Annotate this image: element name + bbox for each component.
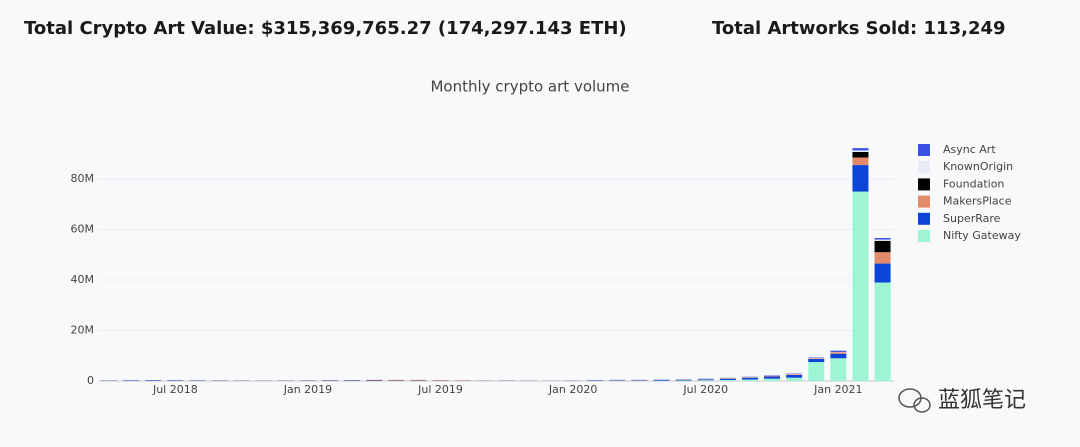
bar-segment bbox=[675, 379, 692, 381]
legend-label: Nifty Gateway bbox=[943, 229, 1021, 242]
bar-segment bbox=[764, 378, 781, 381]
legend-swatch bbox=[918, 178, 930, 191]
x-tick-label: Jul 2018 bbox=[152, 383, 198, 396]
bar-segment bbox=[786, 374, 803, 375]
bar-segment bbox=[830, 358, 847, 381]
bar-segment bbox=[432, 380, 449, 381]
x-tick-label: Jan 2019 bbox=[283, 383, 332, 396]
bar-segment bbox=[764, 375, 781, 377]
bar-segment bbox=[631, 380, 648, 381]
bar-segment bbox=[874, 238, 891, 240]
bar-segment bbox=[786, 377, 803, 381]
x-tick-label: Jul 2020 bbox=[682, 383, 728, 396]
x-tick-label: Jan 2020 bbox=[548, 383, 597, 396]
legend-swatch bbox=[918, 161, 930, 174]
legend-label: Foundation bbox=[943, 177, 1004, 190]
legend-swatch bbox=[918, 212, 930, 225]
legend-label: KnownOrigin bbox=[943, 160, 1013, 173]
bar-segment bbox=[454, 380, 471, 381]
bar-segment bbox=[852, 191, 869, 381]
bar-segment bbox=[852, 165, 869, 192]
bar-segment bbox=[388, 379, 405, 381]
bar-segment bbox=[145, 380, 162, 381]
bar-segment bbox=[123, 380, 140, 381]
bar-segment bbox=[719, 378, 736, 380]
y-tick-label: 60M bbox=[71, 222, 95, 235]
bar-segment bbox=[808, 358, 825, 360]
legend-swatch bbox=[918, 195, 930, 208]
bar-segment bbox=[874, 240, 891, 253]
bar-segment bbox=[808, 357, 825, 359]
total-value: Total Crypto Art Value: $315,369,765.27 … bbox=[24, 18, 627, 39]
bar-segment bbox=[719, 378, 736, 379]
bar-segment bbox=[344, 380, 361, 381]
legend-swatch bbox=[918, 144, 930, 156]
legend-label: Async Art bbox=[943, 143, 996, 156]
bar-segment bbox=[874, 282, 891, 381]
bar-segment bbox=[852, 148, 869, 151]
bar-segment bbox=[764, 376, 781, 379]
watermark-icon bbox=[898, 388, 931, 413]
bar-segment bbox=[719, 379, 736, 381]
bar-segment bbox=[808, 359, 825, 363]
legend-swatch bbox=[918, 230, 930, 242]
bar-segment bbox=[366, 379, 383, 381]
legend-label: SuperRare bbox=[943, 212, 1001, 225]
bar-segment bbox=[874, 239, 891, 241]
bar-segment bbox=[697, 380, 714, 381]
bar-segment bbox=[366, 380, 383, 381]
bar-segment bbox=[830, 352, 847, 354]
bar-segment bbox=[653, 379, 670, 381]
bar-segment bbox=[830, 353, 847, 359]
bar-segment bbox=[609, 380, 626, 381]
bar-segment bbox=[741, 377, 758, 380]
bar-segment bbox=[830, 350, 847, 352]
x-tick-label: Jan 2021 bbox=[813, 383, 862, 396]
bar-segment bbox=[808, 362, 825, 381]
y-tick-label: 0 bbox=[87, 374, 94, 387]
bar-segment bbox=[786, 374, 803, 378]
x-tick-label: Jul 2019 bbox=[417, 383, 463, 396]
bar-segment bbox=[852, 151, 869, 158]
bar-segment bbox=[697, 379, 714, 381]
total-sold: Total Artworks Sold: 113,249 bbox=[712, 18, 1006, 39]
bar-segment bbox=[410, 379, 427, 381]
bar-segment bbox=[741, 379, 758, 381]
y-tick-label: 80M bbox=[71, 172, 95, 185]
watermark: 蓝狐笔记 bbox=[938, 388, 1026, 413]
bar-segment bbox=[167, 380, 184, 381]
bar-segment bbox=[852, 150, 869, 152]
chart-title: Monthly crypto art volume bbox=[430, 78, 629, 96]
bar-segment bbox=[874, 252, 891, 264]
bar-segment bbox=[852, 157, 869, 166]
bar-segment bbox=[675, 380, 692, 381]
y-tick-label: 40M bbox=[71, 273, 95, 286]
bar-segment bbox=[741, 377, 758, 378]
y-tick-label: 20M bbox=[71, 323, 95, 336]
legend-label: MakersPlace bbox=[943, 195, 1012, 208]
bar-segment bbox=[874, 263, 891, 283]
